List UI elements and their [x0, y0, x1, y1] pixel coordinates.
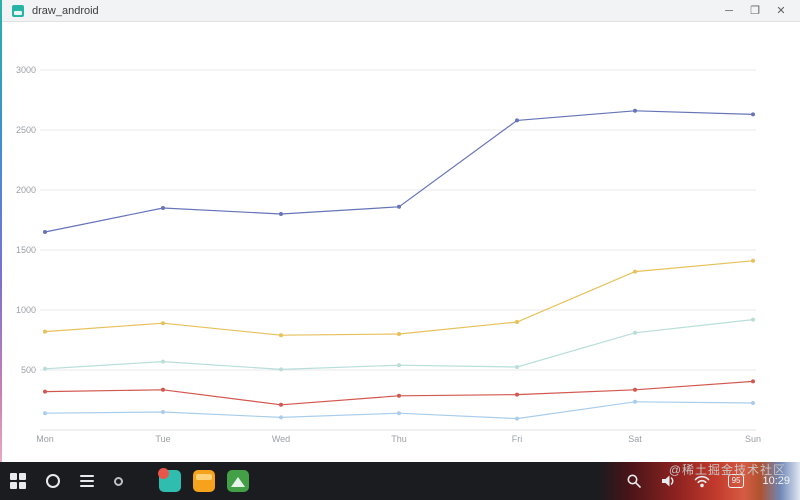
svg-text:Thu: Thu [391, 434, 407, 444]
search-icon[interactable] [626, 473, 642, 489]
svg-text:Mon: Mon [36, 434, 54, 444]
green-app-icon[interactable] [227, 470, 249, 492]
svg-text:2000: 2000 [16, 185, 36, 195]
dot-icon[interactable] [114, 476, 123, 486]
svg-text:2500: 2500 [16, 125, 36, 135]
app-launcher-icon[interactable] [10, 473, 26, 489]
svg-text:Fri: Fri [512, 434, 523, 444]
svg-text:1500: 1500 [16, 245, 36, 255]
app-shortcuts [158, 468, 249, 492]
watermark: @稀土掘金技术社区 [668, 463, 786, 477]
window-title: draw_android [32, 4, 99, 17]
svg-text:3000: 3000 [16, 65, 36, 75]
svg-text:Tue: Tue [155, 434, 170, 444]
svg-text:Sat: Sat [628, 434, 642, 444]
window-controls: ─ ❐ ✕ [716, 1, 794, 21]
svg-text:Wed: Wed [272, 434, 290, 444]
svg-text:Sun: Sun [745, 434, 761, 444]
taskbar-left [10, 468, 249, 492]
minimize-button[interactable]: ─ [725, 4, 733, 17]
svg-text:500: 500 [21, 365, 36, 375]
maximize-button[interactable]: ❐ [750, 5, 760, 17]
teal-app-icon[interactable] [158, 468, 181, 492]
app-icon [12, 4, 24, 17]
orange-app-icon[interactable] [193, 470, 215, 492]
close-button[interactable]: ✕ [776, 5, 786, 17]
wallpaper-edge [0, 0, 2, 462]
svg-text:1000: 1000 [16, 305, 36, 315]
menu-icon[interactable] [80, 475, 94, 487]
chart-area: 500 1000 1500 2000 2500 3000 Mon Tue Wed Thu Fri Sa… [0, 22, 800, 462]
circle-icon[interactable] [46, 474, 60, 488]
line-chart: 500 1000 1500 2000 2500 3000 Mon Tue Wed Thu Fri Sa… [16, 65, 761, 444]
window-titlebar: draw_android ─ ❐ ✕ [0, 0, 800, 22]
